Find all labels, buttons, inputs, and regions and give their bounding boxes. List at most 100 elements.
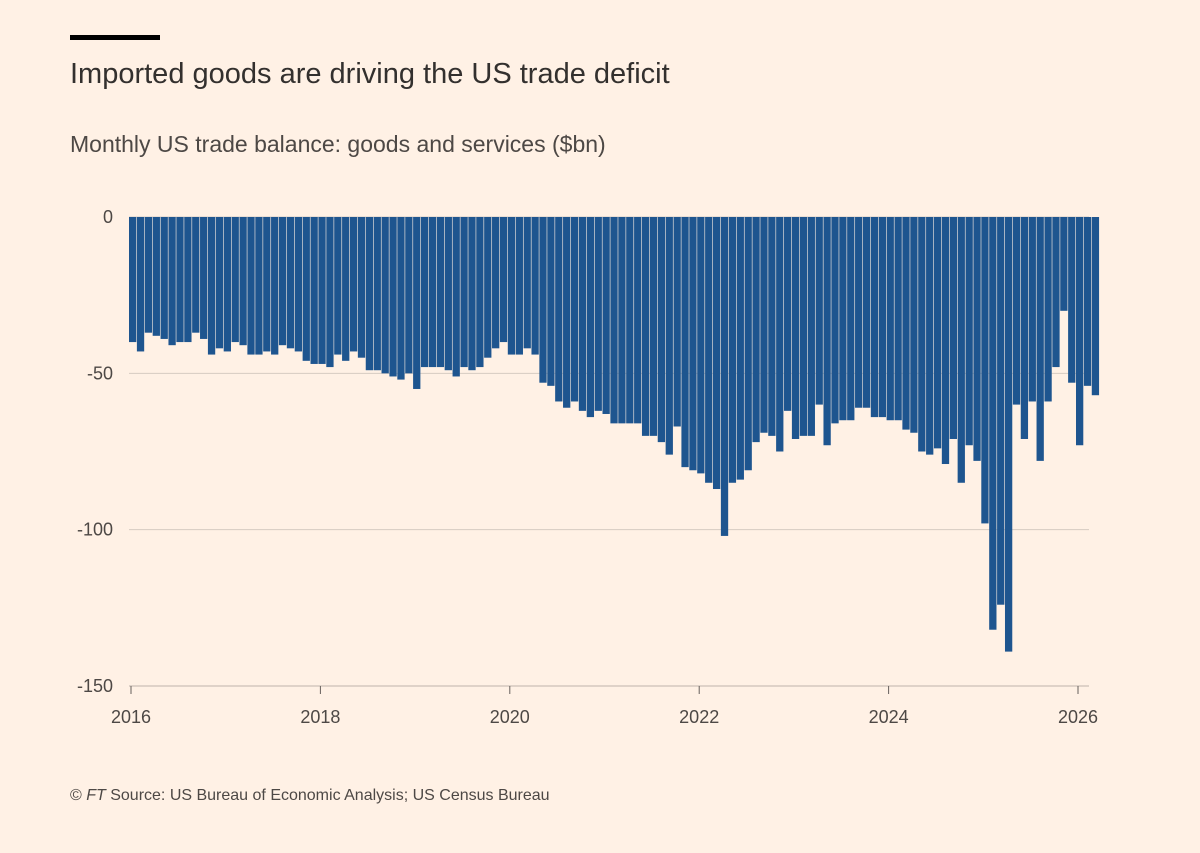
bar	[720, 217, 729, 536]
bar	[1091, 217, 1100, 396]
bar	[152, 217, 160, 336]
bar	[641, 217, 650, 436]
bar	[886, 217, 894, 421]
bar	[531, 217, 539, 355]
bar	[878, 217, 886, 418]
bar	[1020, 217, 1029, 439]
bar	[997, 217, 1005, 605]
source-text: Source: US Bureau of Economic Analysis; …	[105, 787, 550, 804]
bar	[744, 217, 752, 471]
bar	[681, 217, 689, 468]
y-tick-label: 0	[103, 207, 113, 227]
bar	[862, 217, 871, 408]
bar	[807, 217, 815, 436]
chart-subtitle: Monthly US trade balance: goods and serv…	[70, 131, 606, 157]
bar	[618, 217, 626, 424]
bar	[278, 217, 287, 346]
bar	[649, 217, 658, 436]
bar	[215, 217, 224, 349]
bar	[1076, 217, 1084, 446]
bar	[989, 217, 997, 630]
bar	[507, 217, 516, 355]
bar	[523, 217, 531, 349]
bar	[870, 217, 879, 418]
bar	[255, 217, 263, 355]
bar	[200, 217, 208, 339]
bar	[791, 217, 800, 439]
bar	[286, 217, 295, 349]
bar	[263, 217, 271, 352]
bar	[1044, 217, 1052, 402]
bar	[586, 217, 595, 418]
bar	[468, 217, 476, 371]
bars	[129, 217, 1100, 652]
bar	[310, 217, 318, 364]
bar	[578, 217, 587, 411]
bar	[452, 217, 460, 377]
bar	[349, 217, 358, 352]
bar	[926, 217, 934, 455]
bar	[176, 217, 184, 343]
x-tick-label: 2020	[490, 707, 530, 727]
bar	[657, 217, 666, 443]
bar	[839, 217, 847, 421]
copyright-symbol: ©	[70, 787, 87, 804]
bar	[752, 217, 760, 443]
ft-credit: FT	[86, 787, 106, 804]
bar	[847, 217, 855, 421]
x-tick-label: 2016	[111, 707, 151, 727]
bar	[326, 217, 334, 368]
bar	[831, 217, 839, 424]
bar	[776, 217, 784, 452]
bar	[436, 217, 445, 368]
bar	[160, 217, 168, 339]
bar	[428, 217, 437, 368]
bar	[1012, 217, 1021, 405]
bar	[855, 217, 863, 408]
bar	[965, 217, 973, 446]
bar	[365, 217, 374, 371]
bar	[1052, 217, 1060, 368]
bar	[247, 217, 255, 355]
bar	[736, 217, 744, 480]
bar	[492, 217, 500, 349]
bar	[1060, 217, 1068, 311]
bar	[192, 217, 200, 333]
bar	[626, 217, 634, 424]
bar	[515, 217, 523, 355]
bar	[610, 217, 618, 424]
bar	[760, 217, 768, 433]
bar	[823, 217, 831, 446]
bar	[594, 217, 602, 411]
bar	[405, 217, 413, 374]
bar	[602, 217, 610, 414]
bar	[334, 217, 342, 355]
bar	[460, 217, 468, 368]
x-axis: 2016 2018 2020 2022 2024 2026	[111, 686, 1098, 727]
bar	[957, 217, 965, 483]
bar	[673, 217, 681, 427]
bar	[705, 217, 713, 483]
bar	[129, 217, 137, 343]
bar	[902, 217, 910, 430]
bar	[918, 217, 926, 452]
bar	[444, 217, 452, 371]
bar	[207, 217, 216, 355]
bar	[484, 217, 492, 358]
bar	[712, 217, 721, 490]
bar	[223, 217, 231, 352]
bar	[665, 217, 673, 455]
bar	[768, 217, 776, 436]
bar	[547, 217, 555, 386]
bar	[1068, 217, 1076, 383]
bar	[949, 217, 958, 439]
bar	[570, 217, 579, 402]
bar	[981, 217, 989, 524]
bar	[1004, 217, 1013, 652]
bar	[389, 217, 397, 377]
bar	[342, 217, 350, 361]
bar	[910, 217, 918, 433]
bar	[231, 217, 239, 343]
bar	[815, 217, 823, 405]
